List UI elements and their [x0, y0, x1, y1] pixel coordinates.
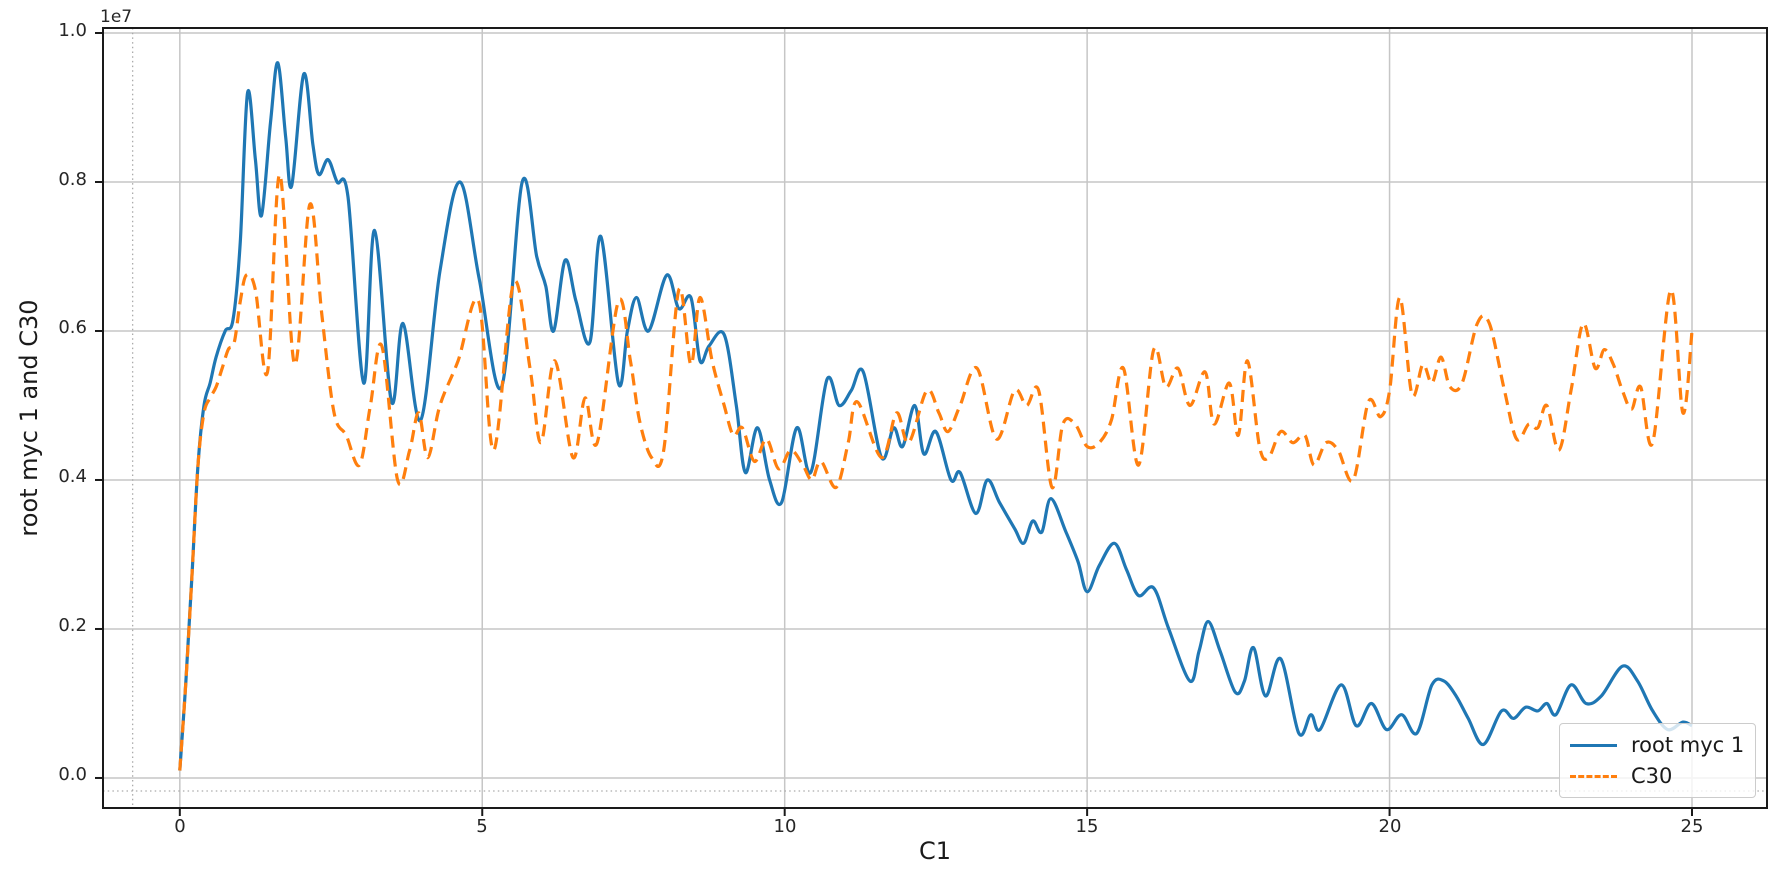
legend-label: C30: [1631, 764, 1673, 788]
y-tick-label: 1.0: [58, 20, 87, 41]
x-tick-label: 0: [174, 816, 186, 837]
x-tick-label: 5: [476, 816, 488, 837]
legend-entry-c30: C30: [1570, 764, 1745, 788]
y-tick-label: 0.4: [58, 466, 87, 487]
y-tick-label: 0.0: [58, 764, 87, 785]
legend-entry-root-myc-1: root myc 1: [1570, 733, 1745, 757]
legend-line-sample-dashed: [1570, 774, 1617, 778]
y-tick-label: 0.8: [58, 169, 87, 190]
x-tick-label: 10: [773, 816, 797, 837]
x-tick-label: 20: [1378, 816, 1402, 837]
legend-line-sample-solid: [1570, 743, 1617, 747]
x-tick-label: 15: [1075, 816, 1099, 837]
y-tick-label: 0.6: [58, 317, 87, 338]
y-axis-offset-label: 1e7: [100, 7, 133, 27]
legend-label: root myc 1: [1631, 733, 1745, 757]
legend: root myc 1 C30: [1559, 723, 1756, 798]
x-axis-label: C1: [918, 837, 952, 865]
y-tick-label: 0.2: [58, 615, 87, 636]
y-axis-label: root myc 1 and C30: [15, 299, 43, 537]
x-tick-label: 25: [1680, 816, 1704, 837]
